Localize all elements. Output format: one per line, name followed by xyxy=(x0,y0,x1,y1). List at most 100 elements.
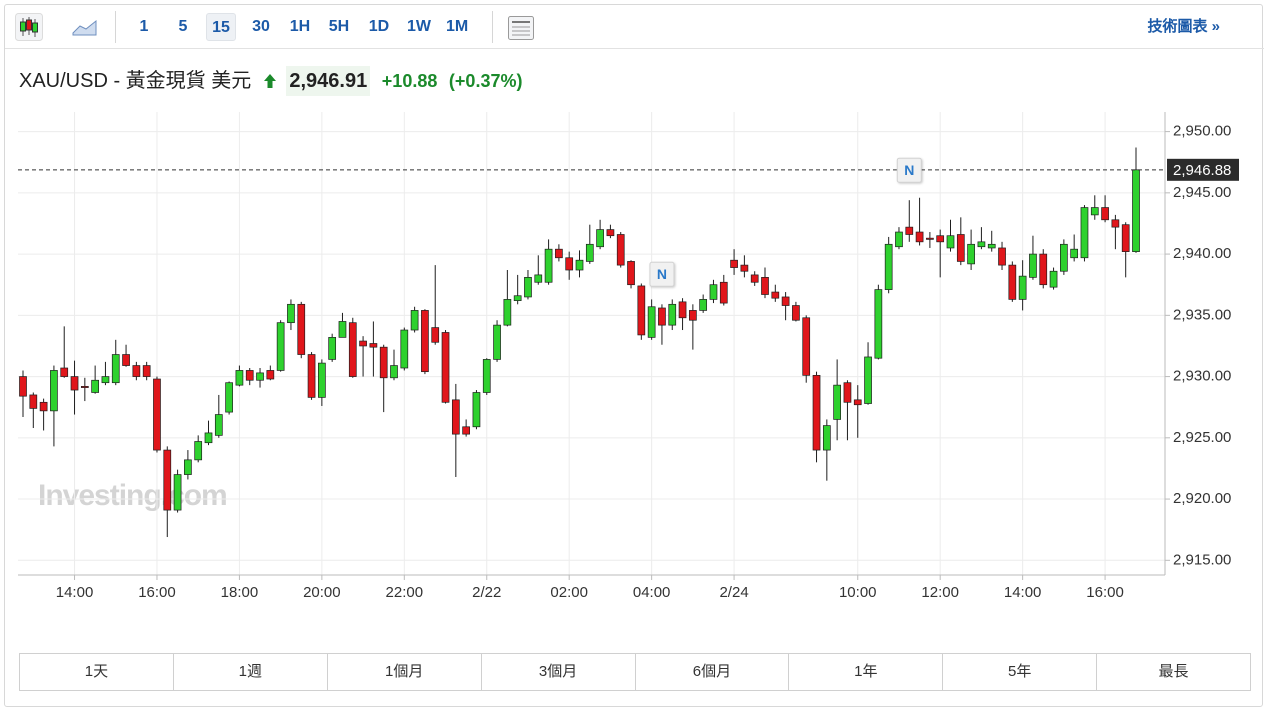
up-arrow xyxy=(263,73,276,88)
separator xyxy=(115,11,116,43)
x-tick-label: 2/22 xyxy=(472,584,501,601)
x-tick-label: 18:00 xyxy=(221,584,259,601)
candle-body xyxy=(585,243,594,262)
candle-body xyxy=(359,340,367,347)
candle-body xyxy=(905,226,914,235)
candle-body xyxy=(225,382,233,413)
interval-button[interactable]: 30 xyxy=(252,18,270,35)
x-tick-label: 14:00 xyxy=(56,584,94,601)
range-button[interactable]: 3個月 xyxy=(482,654,636,690)
candle-body xyxy=(606,229,615,237)
x-tick-label: 12:00 xyxy=(921,584,959,601)
candle-body xyxy=(142,365,151,377)
y-tick-label: 2,945.00 xyxy=(1173,184,1231,201)
candle-body xyxy=(1070,248,1079,259)
candle-body xyxy=(895,231,903,248)
candle-body xyxy=(637,285,646,336)
candle-body xyxy=(544,248,553,283)
interval-button[interactable]: 5 xyxy=(178,18,188,35)
candle-body xyxy=(616,234,625,266)
candle-icon[interactable] xyxy=(15,13,43,41)
candle-body xyxy=(822,425,831,451)
x-tick-label: 16:00 xyxy=(138,584,176,601)
x-tick-label: 02:00 xyxy=(550,584,588,601)
range-button[interactable]: 6個月 xyxy=(636,654,790,690)
chart: Investing.com 2,915.00 2,920.00 2,925.00 2,9… xyxy=(18,112,1239,601)
candle-body xyxy=(39,401,48,412)
table-icon[interactable] xyxy=(507,15,535,41)
candle-body xyxy=(431,327,440,343)
technical-chart-link[interactable]: 技術圖表 » xyxy=(1147,18,1220,35)
candle-body xyxy=(534,274,543,283)
candle-body xyxy=(194,441,203,461)
candle-body xyxy=(214,414,223,436)
interval-button[interactable]: 1 xyxy=(139,18,149,35)
candle-body xyxy=(1090,207,1099,216)
range-button[interactable]: 1年 xyxy=(789,654,944,690)
candle-body xyxy=(946,235,955,249)
y-tick-label: 2,915.00 xyxy=(1173,551,1231,568)
interval-button[interactable]: 5H xyxy=(328,18,350,35)
candle-body xyxy=(50,370,58,412)
candle-body xyxy=(441,332,450,403)
symbol: XAU/USD - 黃金現貨 美元 xyxy=(19,69,252,92)
candle-body xyxy=(833,384,841,420)
range-button[interactable]: 1個月 xyxy=(328,654,482,690)
news-marker-label: N xyxy=(904,162,914,178)
range-button[interactable]: 最長 xyxy=(1158,663,1189,680)
candle-body xyxy=(390,365,398,379)
candle-body xyxy=(184,459,192,475)
candle-body xyxy=(379,346,388,379)
candle-body xyxy=(1060,243,1068,272)
news-marker xyxy=(896,157,922,183)
x-tick-label: 10:00 xyxy=(839,584,877,601)
candle-body xyxy=(338,321,347,338)
candle-body xyxy=(627,261,635,286)
candle-body xyxy=(853,399,862,406)
candle-body xyxy=(843,382,852,403)
candle-body xyxy=(287,303,295,324)
candle-body xyxy=(235,370,244,386)
candle-body xyxy=(503,299,512,326)
range-button[interactable]: 1週 xyxy=(174,654,328,690)
news-marker xyxy=(649,261,675,287)
range-button[interactable]: 5年 xyxy=(943,654,1098,690)
range-button[interactable]: 1天 xyxy=(20,654,174,690)
toolbar: 1 5 15 30 1H 5H 1D 1W 1M 技術圖表 » xyxy=(5,5,1264,49)
interval-button[interactable]: 1W xyxy=(407,18,431,35)
candle-body xyxy=(153,378,161,451)
candle-body xyxy=(884,243,893,290)
candle-body xyxy=(524,277,532,298)
x-tick-label: 16:00 xyxy=(1086,584,1124,601)
candle-body xyxy=(956,234,965,262)
candle-body xyxy=(472,392,481,428)
interval-button[interactable]: 1H xyxy=(289,18,311,35)
candle-body xyxy=(575,259,584,271)
candle-body xyxy=(111,354,120,384)
candle-body xyxy=(318,362,326,398)
candle-body xyxy=(513,295,522,301)
candle-body xyxy=(668,303,677,326)
candle-body xyxy=(771,291,780,299)
candle-body xyxy=(689,310,697,321)
candle-body xyxy=(719,281,728,304)
interval-button[interactable]: 1M xyxy=(446,18,469,35)
candle-body xyxy=(936,235,945,243)
candle-body xyxy=(812,374,821,451)
candle-body xyxy=(451,399,460,435)
candle-body xyxy=(348,322,357,377)
interval-button[interactable]: 1D xyxy=(368,18,390,35)
interval-button[interactable]: 15 xyxy=(206,13,236,41)
candle-body xyxy=(740,264,749,272)
separator xyxy=(492,11,493,43)
candle-body xyxy=(369,343,378,348)
candle-body xyxy=(781,296,790,306)
watermark: Investing.com xyxy=(38,479,227,512)
candle-body xyxy=(19,376,27,397)
candle-body xyxy=(421,310,429,373)
candle-body xyxy=(761,277,769,295)
area-icon[interactable] xyxy=(71,17,99,37)
candle-body xyxy=(998,247,1006,266)
candle-body xyxy=(91,379,99,393)
candle-body xyxy=(173,474,182,511)
